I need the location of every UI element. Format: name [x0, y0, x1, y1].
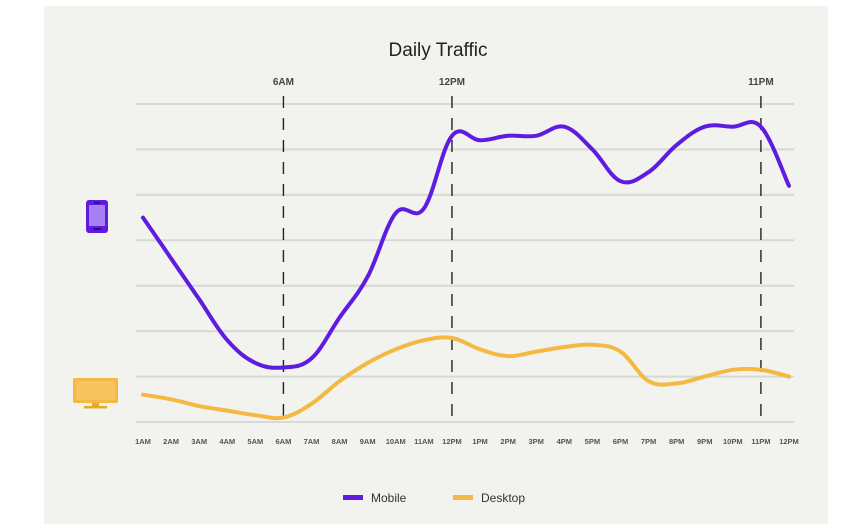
x-tick-label: 5AM — [247, 437, 263, 446]
x-tick-label: 9AM — [360, 437, 376, 446]
x-tick-label: 11PM — [751, 437, 770, 446]
x-tick-label: 7PM — [641, 437, 656, 446]
x-tick-label: 3AM — [191, 437, 207, 446]
x-tick-label: 3PM — [529, 437, 544, 446]
x-tick-label: 6AM — [276, 437, 292, 446]
chart-title: Daily Traffic — [389, 40, 488, 61]
x-tick-label: 10AM — [386, 437, 406, 446]
x-tick-label: 5PM — [585, 437, 600, 446]
marker-label: 12PM — [439, 77, 465, 88]
x-tick-label: 4AM — [219, 437, 235, 446]
series-line-mobile — [141, 120, 791, 370]
x-tick-label: 11AM — [414, 437, 434, 446]
smartphone-icon — [86, 200, 108, 233]
legend: Mobile Desktop — [343, 491, 525, 505]
x-tick-label: 8AM — [332, 437, 348, 446]
x-tick-label: 6PM — [613, 437, 628, 446]
legend-item-mobile: Mobile — [343, 491, 407, 505]
x-tick-label: 2AM — [163, 437, 179, 446]
marker-label: 11PM — [748, 77, 774, 88]
x-tick-label: 10PM — [723, 437, 743, 446]
monitor-icon — [73, 378, 118, 409]
gridlines — [136, 103, 794, 423]
x-tick-label: 1PM — [472, 437, 487, 446]
x-tick-label: 12PM — [442, 437, 462, 446]
series-lines — [141, 120, 791, 421]
x-axis-ticks: 1AM 2AM 3AM 4AM 5AM 6AM 7AM 8AM 9AM 10AM 11AM 12PM 1… — [135, 437, 799, 446]
x-tick-label: 1AM — [135, 437, 151, 446]
x-tick-label: 12PM — [779, 437, 799, 446]
x-tick-label: 7AM — [304, 437, 320, 446]
x-tick-label: 4PM — [557, 437, 572, 446]
x-tick-label: 9PM — [697, 437, 712, 446]
legend-label-desktop: Desktop — [481, 491, 525, 505]
series-line-desktop — [141, 335, 791, 421]
marker-label: 6AM — [273, 77, 294, 88]
legend-swatch-desktop — [453, 495, 473, 500]
legend-item-desktop: Desktop — [453, 491, 525, 505]
x-tick-label: 2PM — [500, 437, 515, 446]
x-tick-label: 8PM — [669, 437, 684, 446]
legend-swatch-mobile — [343, 495, 363, 500]
legend-label-mobile: Mobile — [371, 491, 407, 505]
